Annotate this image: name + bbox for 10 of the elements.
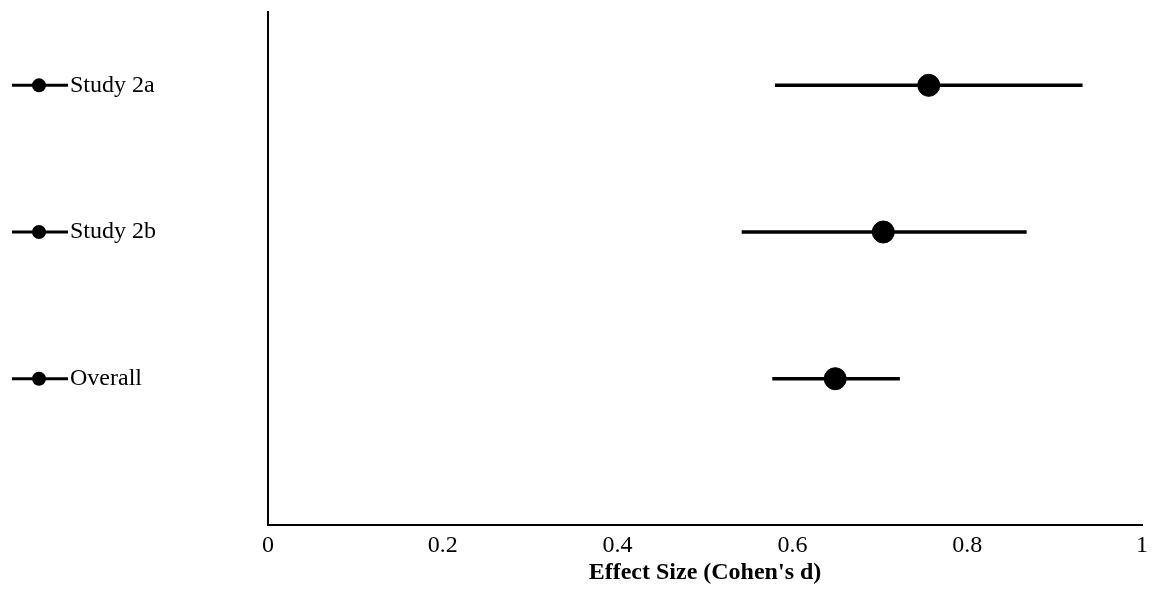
legend-label: Study 2a — [70, 70, 156, 97]
x-tick-label: 1 — [1136, 531, 1148, 558]
x-tick-label: 0.4 — [602, 531, 633, 558]
x-tick-label: 0.2 — [427, 531, 458, 558]
x-tick-label: 0 — [262, 531, 274, 558]
x-tick-label: 0.6 — [777, 531, 808, 558]
legend-label: Overall — [70, 364, 143, 391]
legend-label: Study 2b — [70, 217, 157, 244]
x-axis-title: Effect Size (Cohen's d) — [588, 557, 822, 584]
x-tick-label: 0.8 — [952, 531, 983, 558]
